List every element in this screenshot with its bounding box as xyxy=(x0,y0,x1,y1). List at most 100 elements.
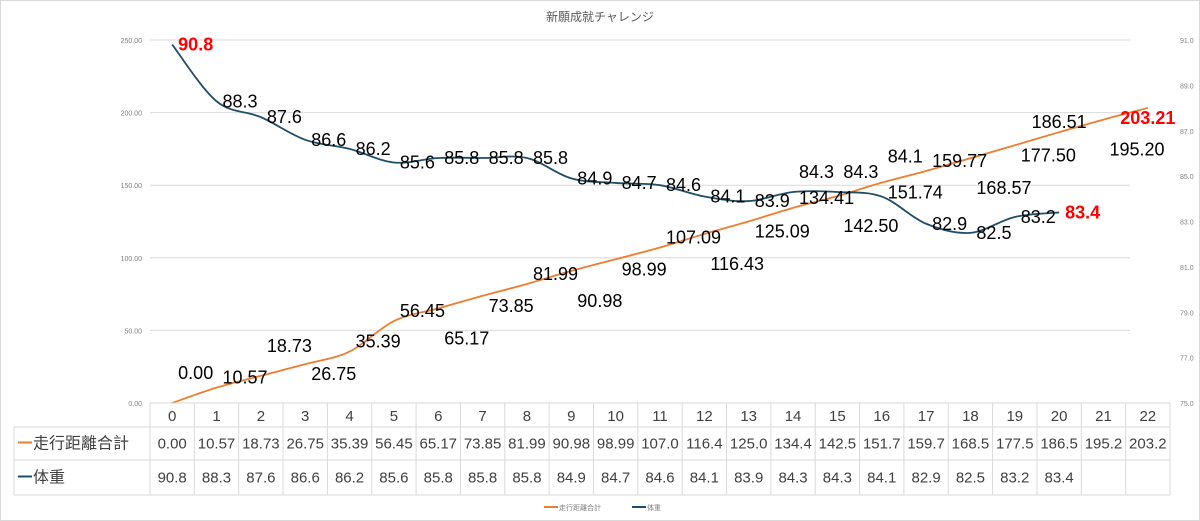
data-label: 85.8 xyxy=(489,148,524,168)
x-tick: 11 xyxy=(652,408,668,425)
table-cell: 56.45 xyxy=(375,436,413,453)
table-cell: 85.6 xyxy=(379,470,408,487)
data-label: 18.73 xyxy=(267,336,312,356)
table-cell: 151.7 xyxy=(863,436,901,453)
data-label: 142.50 xyxy=(843,216,898,236)
table-cell: 98.99 xyxy=(597,436,635,453)
table-cell: 159.7 xyxy=(907,436,945,453)
y-right-tick: 87.0 xyxy=(1180,129,1194,136)
x-tick: 1 xyxy=(212,408,220,425)
table-cell: 85.8 xyxy=(424,470,453,487)
chart-title: 新願成就チャレンジ xyxy=(546,9,654,24)
data-label: 84.1 xyxy=(710,187,745,207)
data-label: 203.21 xyxy=(1120,108,1175,128)
table-cell: 73.85 xyxy=(464,436,502,453)
table-cell: 125.0 xyxy=(730,436,768,453)
data-label: 125.09 xyxy=(755,221,810,241)
x-tick: 10 xyxy=(607,408,624,425)
y-right-tick: 83.0 xyxy=(1180,220,1194,227)
data-label: 195.20 xyxy=(1109,140,1164,160)
table-cell: 86.6 xyxy=(291,470,320,487)
x-tick: 2 xyxy=(257,408,265,425)
table-cell: 84.3 xyxy=(778,470,807,487)
table-cell: 65.17 xyxy=(419,436,457,453)
x-tick: 5 xyxy=(390,408,398,425)
data-label: 83.2 xyxy=(1021,207,1056,227)
x-tick: 22 xyxy=(1139,408,1156,425)
x-tick: 16 xyxy=(873,408,890,425)
table-cell: 203.2 xyxy=(1129,436,1167,453)
table-cell: 18.73 xyxy=(242,436,280,453)
data-label: 85.8 xyxy=(533,148,568,168)
x-tick: 21 xyxy=(1095,408,1112,425)
data-label: 84.9 xyxy=(577,168,612,188)
data-label: 26.75 xyxy=(311,364,356,384)
data-label: 177.50 xyxy=(1021,145,1076,165)
y-left-tick: 100.00 xyxy=(121,256,143,263)
table-row-header: 体重 xyxy=(33,468,65,487)
y-left-tick: 250.00 xyxy=(121,38,143,45)
x-tick: 13 xyxy=(740,408,757,425)
x-tick: 14 xyxy=(785,408,802,425)
data-label: 0.00 xyxy=(178,363,213,383)
table-cell: 142.5 xyxy=(819,436,857,453)
y-right-tick: 91.0 xyxy=(1180,38,1194,45)
table-cell: 84.1 xyxy=(867,470,896,487)
data-label: 88.3 xyxy=(223,91,258,111)
table-cell: 83.9 xyxy=(734,470,763,487)
legend-label: 走行距離合計 xyxy=(559,503,601,512)
data-label: 73.85 xyxy=(489,296,534,316)
data-label: 84.7 xyxy=(622,173,657,193)
x-tick: 12 xyxy=(696,408,713,425)
y-left-tick: 50.00 xyxy=(124,328,142,335)
data-label: 84.1 xyxy=(888,147,923,167)
table-cell: 35.39 xyxy=(331,436,369,453)
y-right-tick: 77.0 xyxy=(1180,356,1194,363)
data-label: 35.39 xyxy=(356,332,401,352)
table-cell: 195.2 xyxy=(1085,436,1123,453)
y-right-tick: 75.0 xyxy=(1180,401,1194,408)
x-tick: 17 xyxy=(918,408,935,425)
y-left-tick: 150.00 xyxy=(121,183,143,190)
data-label: 84.6 xyxy=(666,175,701,195)
data-label: 82.9 xyxy=(932,214,967,234)
data-label: 98.99 xyxy=(622,259,667,279)
x-tick: 7 xyxy=(478,408,486,425)
data-label: 90.8 xyxy=(178,35,213,55)
data-label: 134.41 xyxy=(799,188,854,208)
data-label: 83.9 xyxy=(755,191,790,211)
data-label: 86.2 xyxy=(356,139,391,159)
table-cell: 86.2 xyxy=(335,470,364,487)
y-right-tick: 79.0 xyxy=(1180,310,1194,317)
table-cell: 134.4 xyxy=(774,436,812,453)
data-label: 65.17 xyxy=(444,328,489,348)
x-tick: 9 xyxy=(567,408,575,425)
table-cell: 90.98 xyxy=(553,436,591,453)
table-cell: 88.3 xyxy=(202,470,231,487)
data-label: 86.6 xyxy=(311,130,346,150)
x-tick: 18 xyxy=(962,408,979,425)
table-cell: 90.8 xyxy=(158,470,187,487)
table-cell: 87.6 xyxy=(246,470,275,487)
table-cell: 0.00 xyxy=(158,436,187,453)
y-left-tick: 200.00 xyxy=(121,111,143,118)
x-tick: 20 xyxy=(1051,408,1068,425)
x-tick: 15 xyxy=(829,408,846,425)
y-right-tick: 89.0 xyxy=(1180,83,1194,90)
data-label: 116.43 xyxy=(710,254,764,274)
y-left-tick: 0.00 xyxy=(128,401,142,408)
table-cell: 168.5 xyxy=(952,436,990,453)
x-tick: 19 xyxy=(1006,408,1023,425)
table-row-header: 走行距離合計 xyxy=(33,434,129,453)
data-label: 168.57 xyxy=(976,178,1031,198)
data-label: 82.5 xyxy=(976,223,1011,243)
data-label: 81.99 xyxy=(533,264,578,284)
table-cell: 83.2 xyxy=(1000,470,1029,487)
data-label: 83.4 xyxy=(1065,202,1100,222)
table-cell: 84.9 xyxy=(557,470,586,487)
data-label: 10.57 xyxy=(223,368,268,388)
table-cell: 186.5 xyxy=(1040,436,1078,453)
data-label: 85.6 xyxy=(400,153,435,173)
table-cell: 26.75 xyxy=(286,436,324,453)
table-cell: 84.1 xyxy=(690,470,719,487)
